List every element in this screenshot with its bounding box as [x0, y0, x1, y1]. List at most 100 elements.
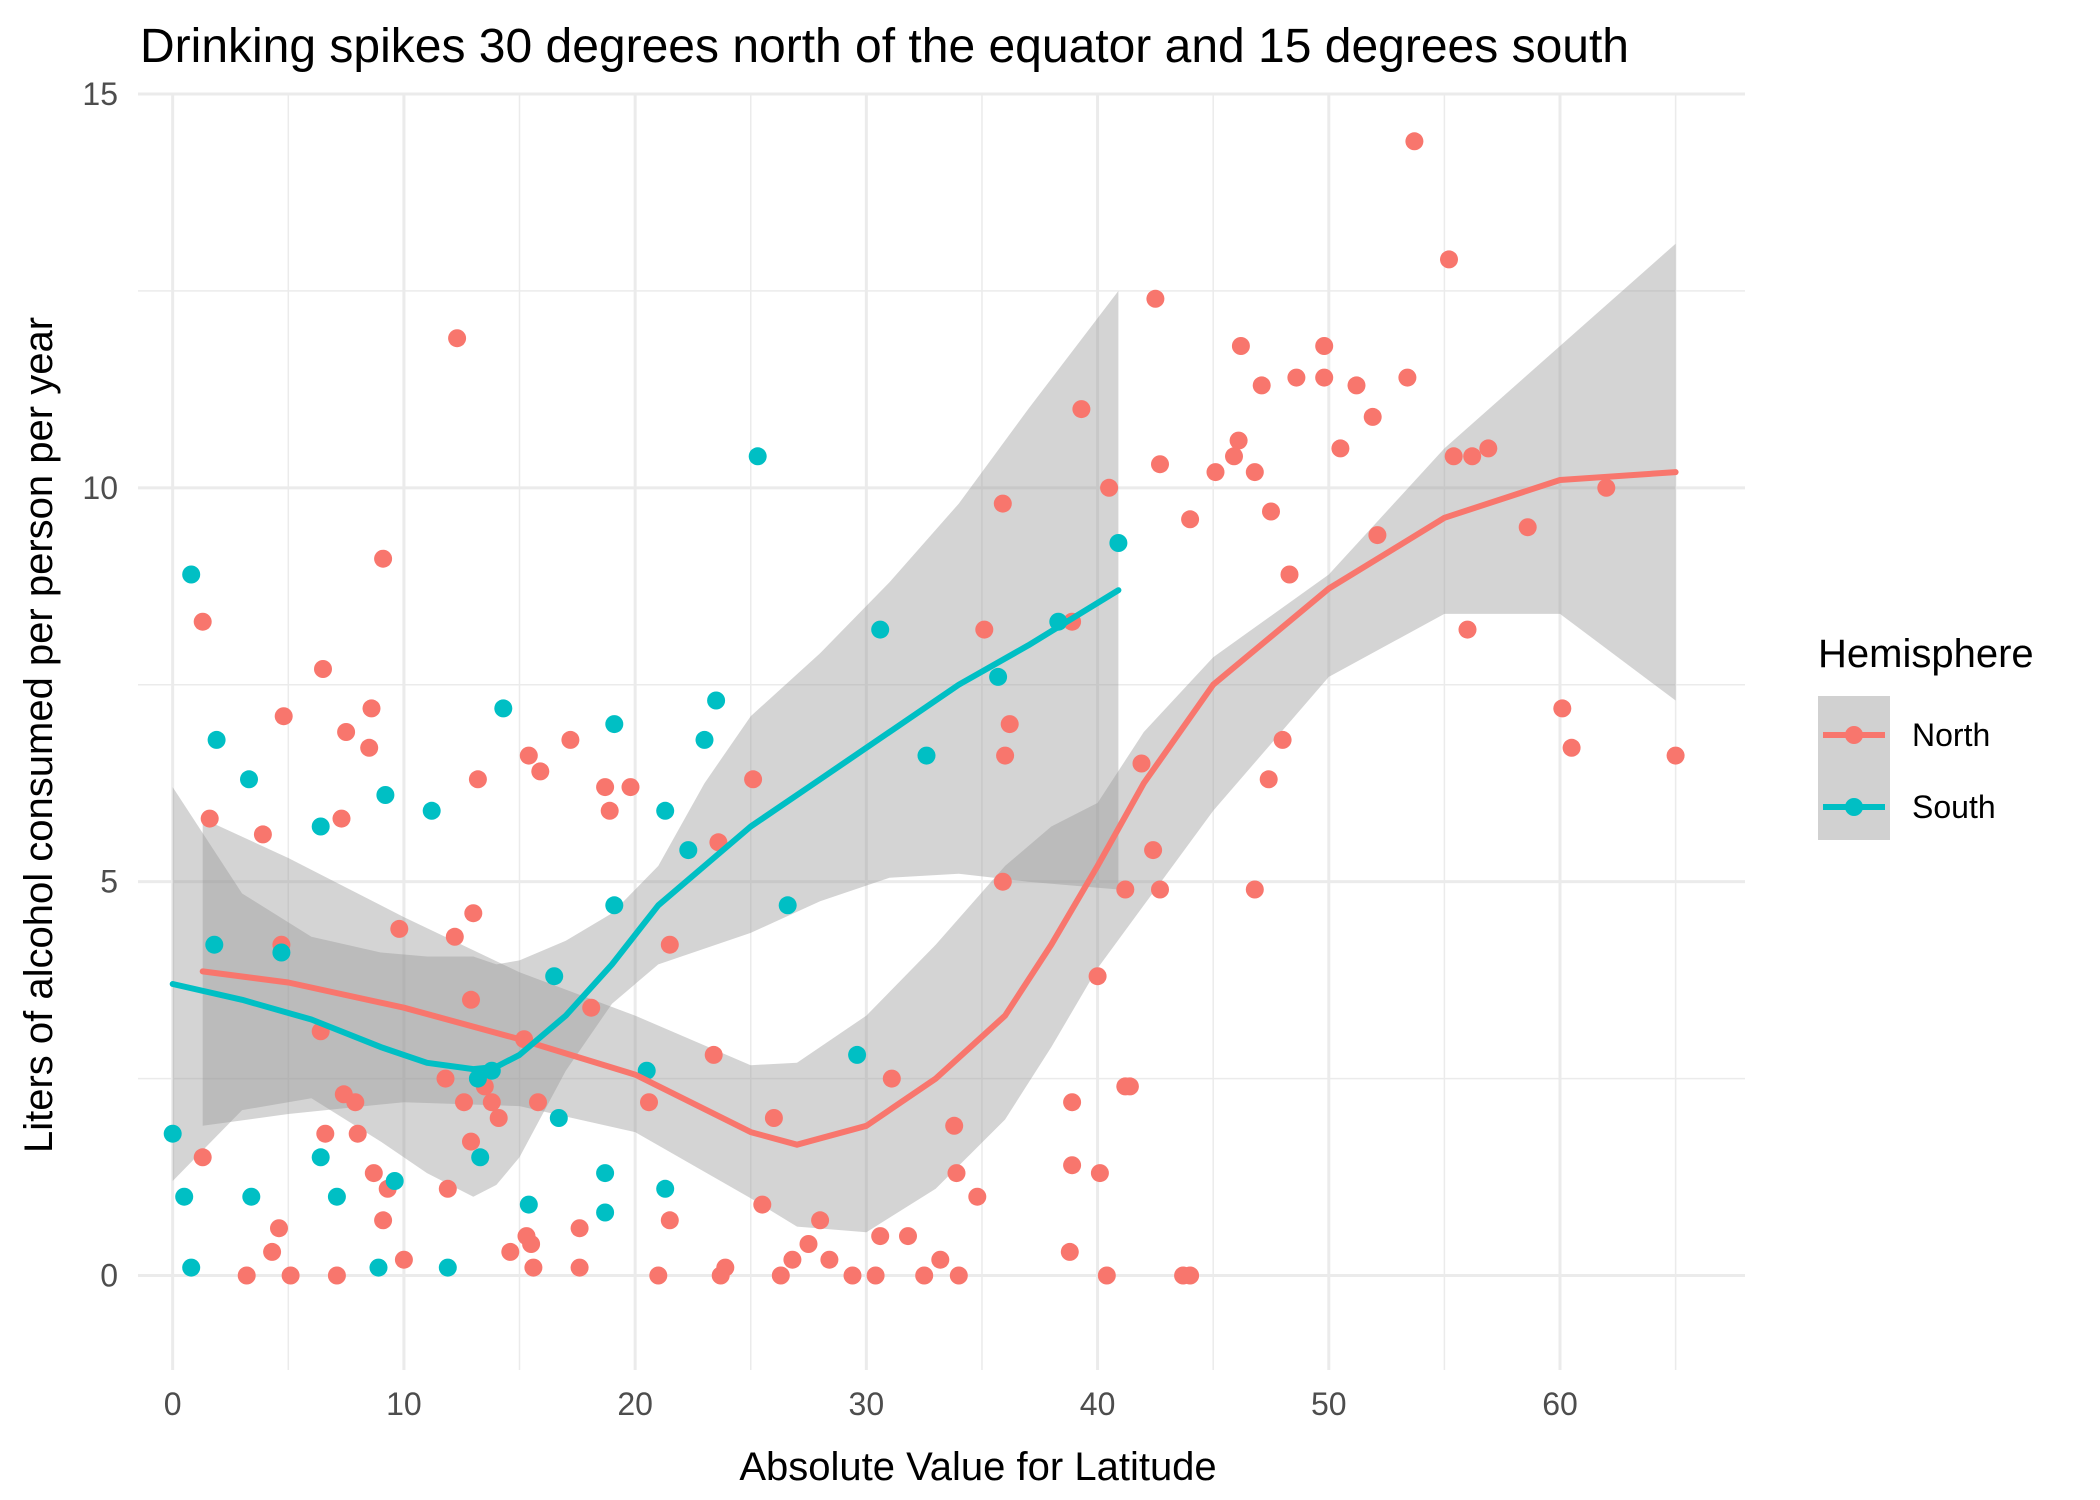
point-south [182, 1258, 201, 1277]
point-north [1440, 250, 1458, 269]
point-north [253, 825, 272, 844]
point-north [1463, 447, 1482, 466]
point-south [1109, 534, 1128, 552]
point-north [501, 1242, 520, 1261]
point-south [871, 620, 890, 639]
point-north [362, 699, 381, 718]
point-north [274, 707, 293, 726]
point-north [1315, 337, 1334, 355]
point-north [1000, 715, 1019, 734]
point-north [716, 1258, 735, 1277]
point-north [570, 1219, 589, 1238]
point-north [947, 1164, 966, 1183]
point-north [1444, 447, 1463, 466]
point-north [1060, 1242, 1079, 1261]
point-south [778, 896, 797, 915]
point-north [843, 1266, 862, 1285]
point-north [1259, 770, 1278, 789]
point-north [1262, 502, 1280, 521]
point-north [866, 1266, 885, 1285]
point-north [1116, 880, 1135, 899]
point-north [1063, 1093, 1082, 1112]
point-north [1063, 1156, 1082, 1175]
legend-point-south [1845, 798, 1863, 816]
point-north [337, 723, 356, 741]
point-south [311, 817, 330, 836]
point-north [945, 1116, 964, 1135]
point-north [915, 1266, 934, 1285]
chart-title: Drinking spikes 30 degrees north of the … [140, 20, 1629, 73]
point-north [374, 549, 393, 568]
point-north [1368, 526, 1387, 545]
point-north [660, 1211, 679, 1230]
point-north [993, 872, 1012, 891]
point-south [549, 1109, 568, 1127]
point-south [605, 896, 624, 915]
point-south [596, 1164, 615, 1183]
point-north [364, 1164, 383, 1183]
point-north [1479, 439, 1498, 458]
point-north [455, 1093, 473, 1112]
confidence-ribbons [172, 243, 1676, 1233]
ribbon-north [202, 243, 1676, 1233]
point-north [522, 1235, 541, 1253]
point-north [600, 801, 619, 820]
point-north [524, 1258, 543, 1277]
point-north [561, 730, 580, 749]
legend-entries: North South [1823, 717, 1996, 825]
point-north [1398, 368, 1417, 387]
point-north [1088, 967, 1107, 986]
point-north [1458, 620, 1477, 639]
point-north [1097, 1266, 1116, 1285]
point-north [1287, 368, 1306, 387]
point-north [931, 1250, 950, 1269]
x-tick-label: 40 [1080, 1386, 1116, 1422]
point-north [1363, 407, 1382, 426]
point-north [1245, 880, 1264, 899]
x-axis-title: Absolute Value for Latitude [739, 1445, 1216, 1489]
legend-label-north: North [1912, 717, 1990, 753]
point-north [820, 1250, 839, 1269]
point-north [489, 1109, 508, 1127]
point-south [272, 943, 291, 962]
point-north [1666, 746, 1685, 765]
point-north [1597, 478, 1616, 497]
point-north [1331, 439, 1350, 458]
point-north [1100, 478, 1119, 497]
point-south [422, 801, 441, 820]
point-south [468, 1069, 487, 1088]
point-north [1151, 880, 1169, 899]
x-tick-label: 20 [617, 1386, 653, 1422]
point-north [281, 1266, 300, 1285]
point-north [1273, 730, 1292, 749]
point-north [270, 1219, 288, 1238]
smooth-lines [169, 469, 1679, 1148]
point-north [1072, 400, 1091, 419]
point-north [1252, 376, 1271, 395]
point-north [200, 809, 219, 828]
point-north [445, 927, 464, 946]
point-north [193, 612, 212, 631]
point-south [605, 715, 624, 734]
point-north [374, 1211, 393, 1230]
point-north [360, 738, 379, 757]
point-north [811, 1211, 830, 1230]
point-north [783, 1250, 802, 1269]
point-north [519, 746, 538, 765]
ribbon-south [172, 290, 1119, 1197]
x-tick-label: 30 [849, 1386, 885, 1422]
point-south [519, 1195, 538, 1214]
point-north [1146, 289, 1165, 308]
point-south [376, 786, 395, 804]
point-south [695, 730, 714, 749]
point-north [753, 1195, 772, 1214]
point-north [975, 620, 994, 639]
point-north [949, 1266, 968, 1285]
point-north [438, 1179, 457, 1198]
point-south [848, 1045, 867, 1064]
y-tick-label: 10 [82, 470, 118, 506]
point-south [240, 770, 258, 789]
point-south [369, 1258, 388, 1277]
point-north [993, 494, 1012, 513]
